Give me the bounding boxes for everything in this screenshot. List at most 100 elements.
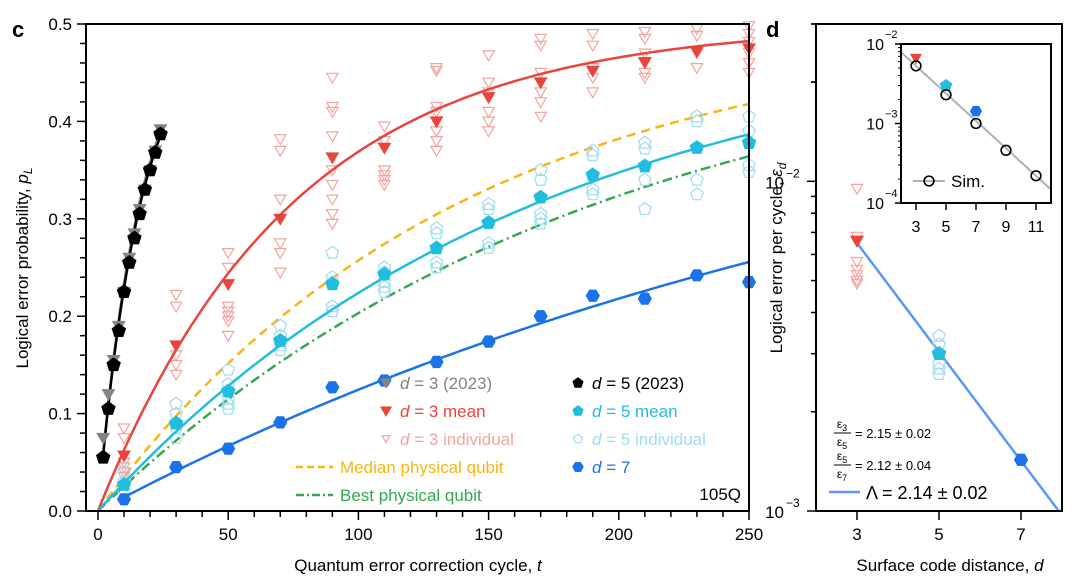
d3-mean-point	[481, 92, 496, 105]
inset-y-tick-label: 10	[866, 117, 884, 134]
lambda-fit-line	[856, 242, 1060, 512]
legend-label: d = 3 individual	[400, 430, 514, 449]
inset-sim-point	[940, 89, 952, 101]
d5-individual-point	[377, 279, 392, 293]
d3-individual-point	[481, 116, 496, 129]
panel-d-label: d	[766, 17, 779, 42]
legend-label: d = 3 mean	[400, 402, 486, 421]
c-y-axis: 0.0 0.1 0.2 0.3 0.4 0.5	[48, 15, 86, 521]
c-y-tick-label: 0.4	[48, 112, 72, 131]
ratio-numerator: ε5	[837, 449, 847, 465]
inset-x-tick-label: 9	[1002, 219, 1011, 236]
d-legend: Λ = 2.14 ± 0.02	[829, 483, 988, 503]
d5-individual-point	[637, 172, 652, 186]
d3-individual-point	[586, 87, 600, 99]
d5-individual-point	[221, 391, 236, 405]
legend-marker-d5-2023	[572, 377, 584, 388]
panel-d: d 10 −310 −23 5 7 Surface code distance, d L…	[765, 17, 1063, 575]
c-x-axis-label: Quantum error correction cycle, t	[294, 556, 543, 575]
d3-individual-point	[690, 62, 704, 75]
d5-individual-point	[585, 182, 600, 196]
d3-individual-point	[638, 72, 652, 85]
d3-individual-point	[481, 77, 496, 90]
inset-x-tick-label: 5	[942, 219, 951, 236]
d3-individual-point	[221, 248, 235, 260]
d3-mean-point	[585, 65, 600, 78]
d-5-individual-point	[932, 356, 946, 370]
d-5-individual-point	[932, 328, 946, 342]
d5-individual-point	[585, 143, 600, 157]
legend-marker-d5-mean	[572, 405, 584, 416]
d7-point	[689, 269, 704, 282]
d5-2023-point	[122, 254, 137, 269]
inset-legend-label: Sim.	[951, 172, 985, 191]
d5-individual-point	[689, 114, 704, 128]
legend-marker-d3-individual	[381, 435, 391, 444]
d5-2023-point	[101, 401, 116, 415]
d5-individual-point	[689, 187, 704, 201]
d5-individual-point	[429, 221, 444, 235]
c-x-tick-label: 100	[344, 525, 372, 544]
d3-mean-point	[533, 77, 548, 90]
d3-individual-point	[429, 106, 444, 119]
d3-individual-point	[377, 121, 392, 134]
d5-2023-point	[137, 181, 153, 196]
d3-individual-point	[534, 40, 548, 53]
d5-individual-point	[533, 206, 548, 220]
ratio-denominator: ε5	[837, 435, 847, 451]
d3-individual-point	[481, 50, 496, 62]
c-x-tick-label: 200	[605, 525, 633, 544]
d7-point	[429, 355, 444, 369]
inset-sim-point	[970, 117, 982, 130]
c-y-axis-label: Logical error probability, pL	[13, 167, 35, 368]
d5-individual-point	[325, 304, 340, 318]
d7-point	[637, 292, 652, 305]
d3-individual-point	[169, 360, 183, 372]
d3-individual-point	[117, 433, 131, 445]
d5-individual-point	[429, 260, 444, 274]
d3-individual-point	[481, 126, 496, 138]
d5-individual-point	[221, 401, 236, 415]
d-axes: 10 −310 −23 5 7	[765, 23, 1026, 544]
d-3-individual-point	[850, 256, 864, 269]
inset-sim-point	[910, 60, 922, 72]
d3-mean-point	[273, 213, 288, 226]
best-physical-qubit-line	[97, 155, 750, 512]
inset-y-tick-exponent: −3	[885, 109, 898, 121]
d5-individual-point	[637, 141, 652, 155]
c-axes-frame	[85, 23, 750, 512]
d3-individual-point	[638, 26, 652, 39]
d-3-mean-point	[850, 235, 864, 248]
c-legend: d = 3 (2023) d = 3 mean d = 3 individual Me…	[296, 374, 706, 505]
d3-mean-point	[325, 152, 340, 165]
inset-x-tick-label: 11	[1028, 219, 1045, 236]
d7-point	[221, 442, 236, 455]
d5-2023-point	[111, 323, 127, 337]
legend-marker-d7	[572, 462, 584, 472]
d5-2023-point	[96, 449, 111, 464]
d3-mean-point	[169, 340, 184, 353]
inset-legend-marker	[923, 175, 935, 187]
legend-marker-d3-mean	[379, 406, 393, 417]
legend-label: d = 5 individual	[592, 430, 706, 449]
d3-individual-point	[742, 21, 756, 33]
d3-individual-point	[429, 62, 444, 75]
d3-2023-point	[101, 389, 116, 402]
d3-individual-point	[429, 136, 444, 148]
inset-x-tick-label: 3	[912, 219, 921, 236]
panel-c-label: c	[12, 17, 24, 42]
c-plot-area	[96, 21, 757, 512]
d-3-individual-point	[850, 278, 864, 291]
d-5-mean-point	[931, 346, 947, 360]
d3-individual-point	[690, 30, 704, 43]
d-y-tick-exponent: −2	[786, 166, 800, 180]
d3-individual-point	[273, 248, 287, 260]
d5-individual-point	[533, 211, 548, 225]
d5-mean-point	[116, 477, 132, 491]
d3-individual-point	[273, 194, 287, 207]
d7-point	[585, 289, 600, 302]
d7-point	[325, 381, 340, 394]
d3-mean-point	[377, 142, 392, 155]
d3-individual-point	[169, 369, 183, 382]
